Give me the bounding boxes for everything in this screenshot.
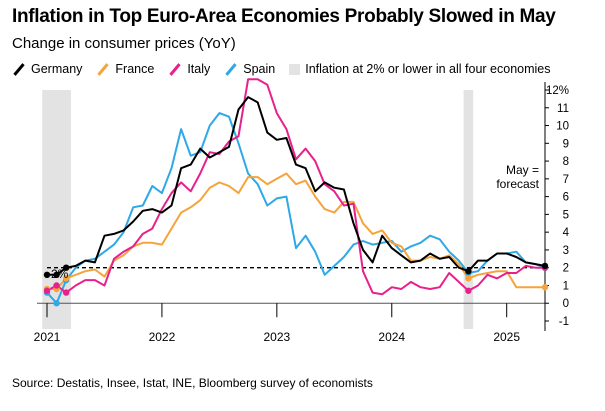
y-tick-label: 0 <box>563 298 569 310</box>
axis-layer: -1 0 1 2 3 4 5 6 7 8 9 10 11 12% 2021 2022 2023 2024 2025 <box>34 82 570 344</box>
legend-label-germany: Germany <box>31 62 83 76</box>
data-point-spain <box>53 300 60 307</box>
y-tick-label: 6 <box>563 192 569 204</box>
x-tick-label: 2024 <box>378 330 405 344</box>
label-layer: 2% May = forecast <box>51 163 540 281</box>
legend-item-germany: Germany <box>12 62 82 76</box>
data-point-france <box>541 284 549 291</box>
two-percent-label: 2% <box>51 267 69 281</box>
shaded-period-2 <box>463 90 474 329</box>
series-line-germany <box>46 96 546 276</box>
legend-item-italy: Italy <box>168 62 210 76</box>
y-tick-label: 10 <box>556 121 569 133</box>
data-point-italy <box>465 287 472 294</box>
data-point-germany <box>541 262 549 270</box>
legend: Germany France Italy Spain Inflation at … <box>12 62 551 76</box>
legend-label-shading: Inflation at 2% or lower in all four eco… <box>305 62 551 76</box>
y-tick-label: 5 <box>563 209 569 221</box>
y-tick-label: 8 <box>563 156 569 168</box>
data-point-italy <box>43 287 51 294</box>
y-tick-label: 1 <box>563 280 569 292</box>
y-tick-label: 9 <box>563 138 569 150</box>
data-point-germany <box>43 271 51 278</box>
series-line-italy <box>46 78 546 296</box>
shading-layer <box>42 90 474 329</box>
legend-swatch-shading <box>289 63 301 75</box>
data-point-france <box>62 275 70 282</box>
x-tick-label: 2021 <box>34 330 61 344</box>
y-tick-label: 7 <box>563 174 569 186</box>
source-note: Source: Destatis, Insee, Istat, INE, Blo… <box>12 376 373 390</box>
data-point-italy <box>53 282 60 289</box>
x-tick-label: 2022 <box>149 330 176 344</box>
y-tick-label: 11 <box>557 103 569 115</box>
y-tick-label: 3 <box>563 245 569 257</box>
series-line-spain <box>46 112 546 305</box>
marker-layer <box>43 262 549 307</box>
legend-label-spain: Spain <box>243 62 276 76</box>
data-point-germany <box>62 264 70 271</box>
legend-label-italy: Italy <box>187 62 211 76</box>
y-tick-label: -1 <box>559 316 569 328</box>
data-point-germany <box>53 271 60 278</box>
forecast-label-line-1: May = <box>506 163 539 177</box>
legend-label-france: France <box>115 62 155 76</box>
x-tick-label: 2025 <box>493 330 520 344</box>
x-tick-label: 2023 <box>263 330 290 344</box>
legend-item-low-inflation-shading: Inflation at 2% or lower in all four eco… <box>289 62 551 76</box>
legend-item-france: France <box>96 62 154 76</box>
data-point-germany <box>465 268 472 275</box>
forecast-label-line-2: forecast <box>496 177 539 191</box>
y-tick-label: 4 <box>563 227 570 239</box>
y-tick-label: 2 <box>563 263 569 275</box>
data-point-italy <box>62 289 70 296</box>
y-tick-label: 12% <box>546 85 569 97</box>
legend-item-spain: Spain <box>224 62 275 76</box>
data-point-france <box>465 275 472 282</box>
chart-subtitle: Change in consumer prices (YoY) <box>12 35 236 52</box>
series-layer <box>46 78 546 305</box>
chart-title: Inflation in Top Euro-Area Economies Pro… <box>12 6 556 27</box>
